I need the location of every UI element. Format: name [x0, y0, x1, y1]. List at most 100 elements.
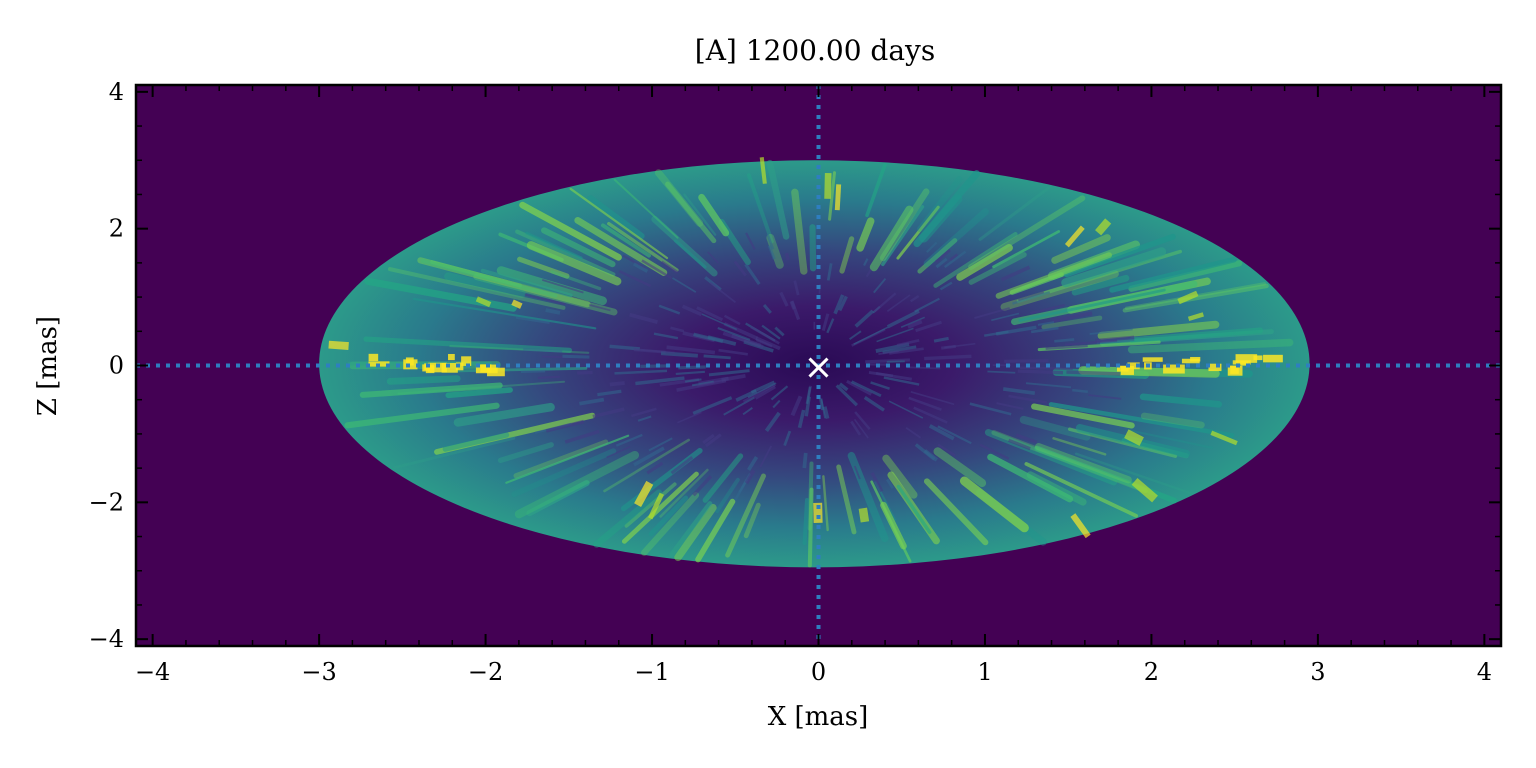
- ray-streak: [569, 187, 669, 260]
- ray-streak: [526, 241, 622, 286]
- ray-streak: [1139, 393, 1223, 408]
- ray-streak: [1128, 260, 1243, 292]
- speckle: [939, 281, 953, 291]
- speckle: [1051, 311, 1093, 323]
- speckle: [802, 452, 808, 469]
- ray-streak: [648, 495, 689, 537]
- speckle: [805, 386, 812, 405]
- ray-streak: [621, 471, 699, 544]
- speckle: [1037, 321, 1055, 326]
- speckle: [910, 390, 955, 406]
- ejecta-hotspots: [328, 157, 1283, 539]
- hotspot: [1163, 364, 1185, 374]
- ray-streak: [923, 208, 989, 268]
- speckle: [926, 241, 938, 253]
- ray-streak: [496, 266, 607, 306]
- ray-streak: [587, 195, 645, 240]
- y-tick-label: 4: [109, 78, 124, 106]
- ray-streak: [665, 181, 717, 244]
- speckle: [708, 369, 750, 377]
- ray-streak: [505, 434, 630, 484]
- speckle: [876, 327, 914, 343]
- ray-streak: [541, 227, 616, 268]
- speckle: [906, 366, 941, 370]
- x-axis-ticks: −4 −3 −2 −1 0 1 2 3 4: [135, 85, 1492, 686]
- speckle: [937, 425, 972, 445]
- speckle: [722, 331, 764, 349]
- ray-streak: [879, 188, 930, 262]
- ray-streak: [1024, 462, 1139, 518]
- speckle: [696, 306, 724, 322]
- x-tick-label: −4: [135, 658, 170, 686]
- speckle: [882, 345, 917, 354]
- hotspot: [441, 363, 458, 373]
- speckle: [678, 365, 706, 370]
- speckle: [592, 407, 625, 419]
- x-tick-label: 1: [977, 658, 992, 686]
- ray-streak: [923, 478, 989, 546]
- speckle: [692, 474, 713, 497]
- speckle: [870, 381, 890, 390]
- speckle: [1018, 291, 1045, 302]
- ray-streak: [992, 230, 1061, 269]
- ray-streak: [392, 436, 516, 470]
- ray-streak: [995, 252, 1112, 299]
- speckle: [660, 351, 698, 358]
- speckle: [520, 370, 546, 374]
- speckle: [545, 419, 585, 433]
- ray-streak: [1074, 452, 1192, 495]
- speckle: [1066, 370, 1121, 376]
- ray-streak: [497, 442, 554, 464]
- speckle: [747, 382, 777, 399]
- ray-streak: [511, 448, 617, 498]
- ray-streak: [1051, 234, 1111, 264]
- hotspot: [1124, 429, 1144, 446]
- speckle: [537, 375, 560, 379]
- speckle: [744, 469, 756, 485]
- ray-streak: [651, 215, 718, 277]
- speckle: [692, 396, 733, 415]
- ray-streak: [822, 475, 829, 532]
- speckle: [579, 397, 605, 406]
- hotspot: [834, 184, 842, 211]
- speckle: [1030, 326, 1059, 334]
- speckle: [854, 411, 871, 431]
- ray-streak: [987, 453, 1074, 503]
- hotspot: [403, 359, 418, 370]
- speckle: [1089, 328, 1133, 335]
- plot-area: [136, 85, 1501, 646]
- y-tick-label: −4: [89, 625, 124, 653]
- hotspot: [648, 492, 665, 520]
- speckle: [819, 398, 825, 411]
- speckle: [783, 430, 792, 447]
- speckle: [1019, 366, 1073, 371]
- speckle: [562, 354, 590, 359]
- speckle: [826, 263, 833, 281]
- ray-streak: [434, 412, 596, 455]
- ray-streak: [1078, 366, 1220, 378]
- speckle: [853, 326, 889, 345]
- speckle: [704, 276, 722, 291]
- ray-streak: [613, 178, 679, 239]
- speckle: [915, 320, 942, 333]
- ray-streak: [344, 402, 500, 429]
- speckle: [1054, 338, 1075, 343]
- speckle: [853, 465, 861, 480]
- ray-streak: [839, 236, 855, 274]
- ray-streak: [1129, 327, 1264, 343]
- ray-streak: [525, 231, 583, 260]
- ray-streak: [517, 256, 570, 279]
- speckle: [838, 382, 849, 392]
- speckle: [742, 406, 753, 416]
- speckle: [666, 345, 716, 355]
- x-tick-label: 4: [1477, 658, 1492, 686]
- hotspot: [1116, 365, 1129, 372]
- ray-streak: [1127, 429, 1214, 449]
- speckle: [873, 278, 887, 294]
- ray-streak: [387, 267, 566, 310]
- hotspot: [634, 480, 654, 508]
- speckle: [793, 280, 800, 296]
- ray-streak: [766, 233, 784, 269]
- speckle: [646, 461, 664, 475]
- hotspot: [1070, 513, 1091, 539]
